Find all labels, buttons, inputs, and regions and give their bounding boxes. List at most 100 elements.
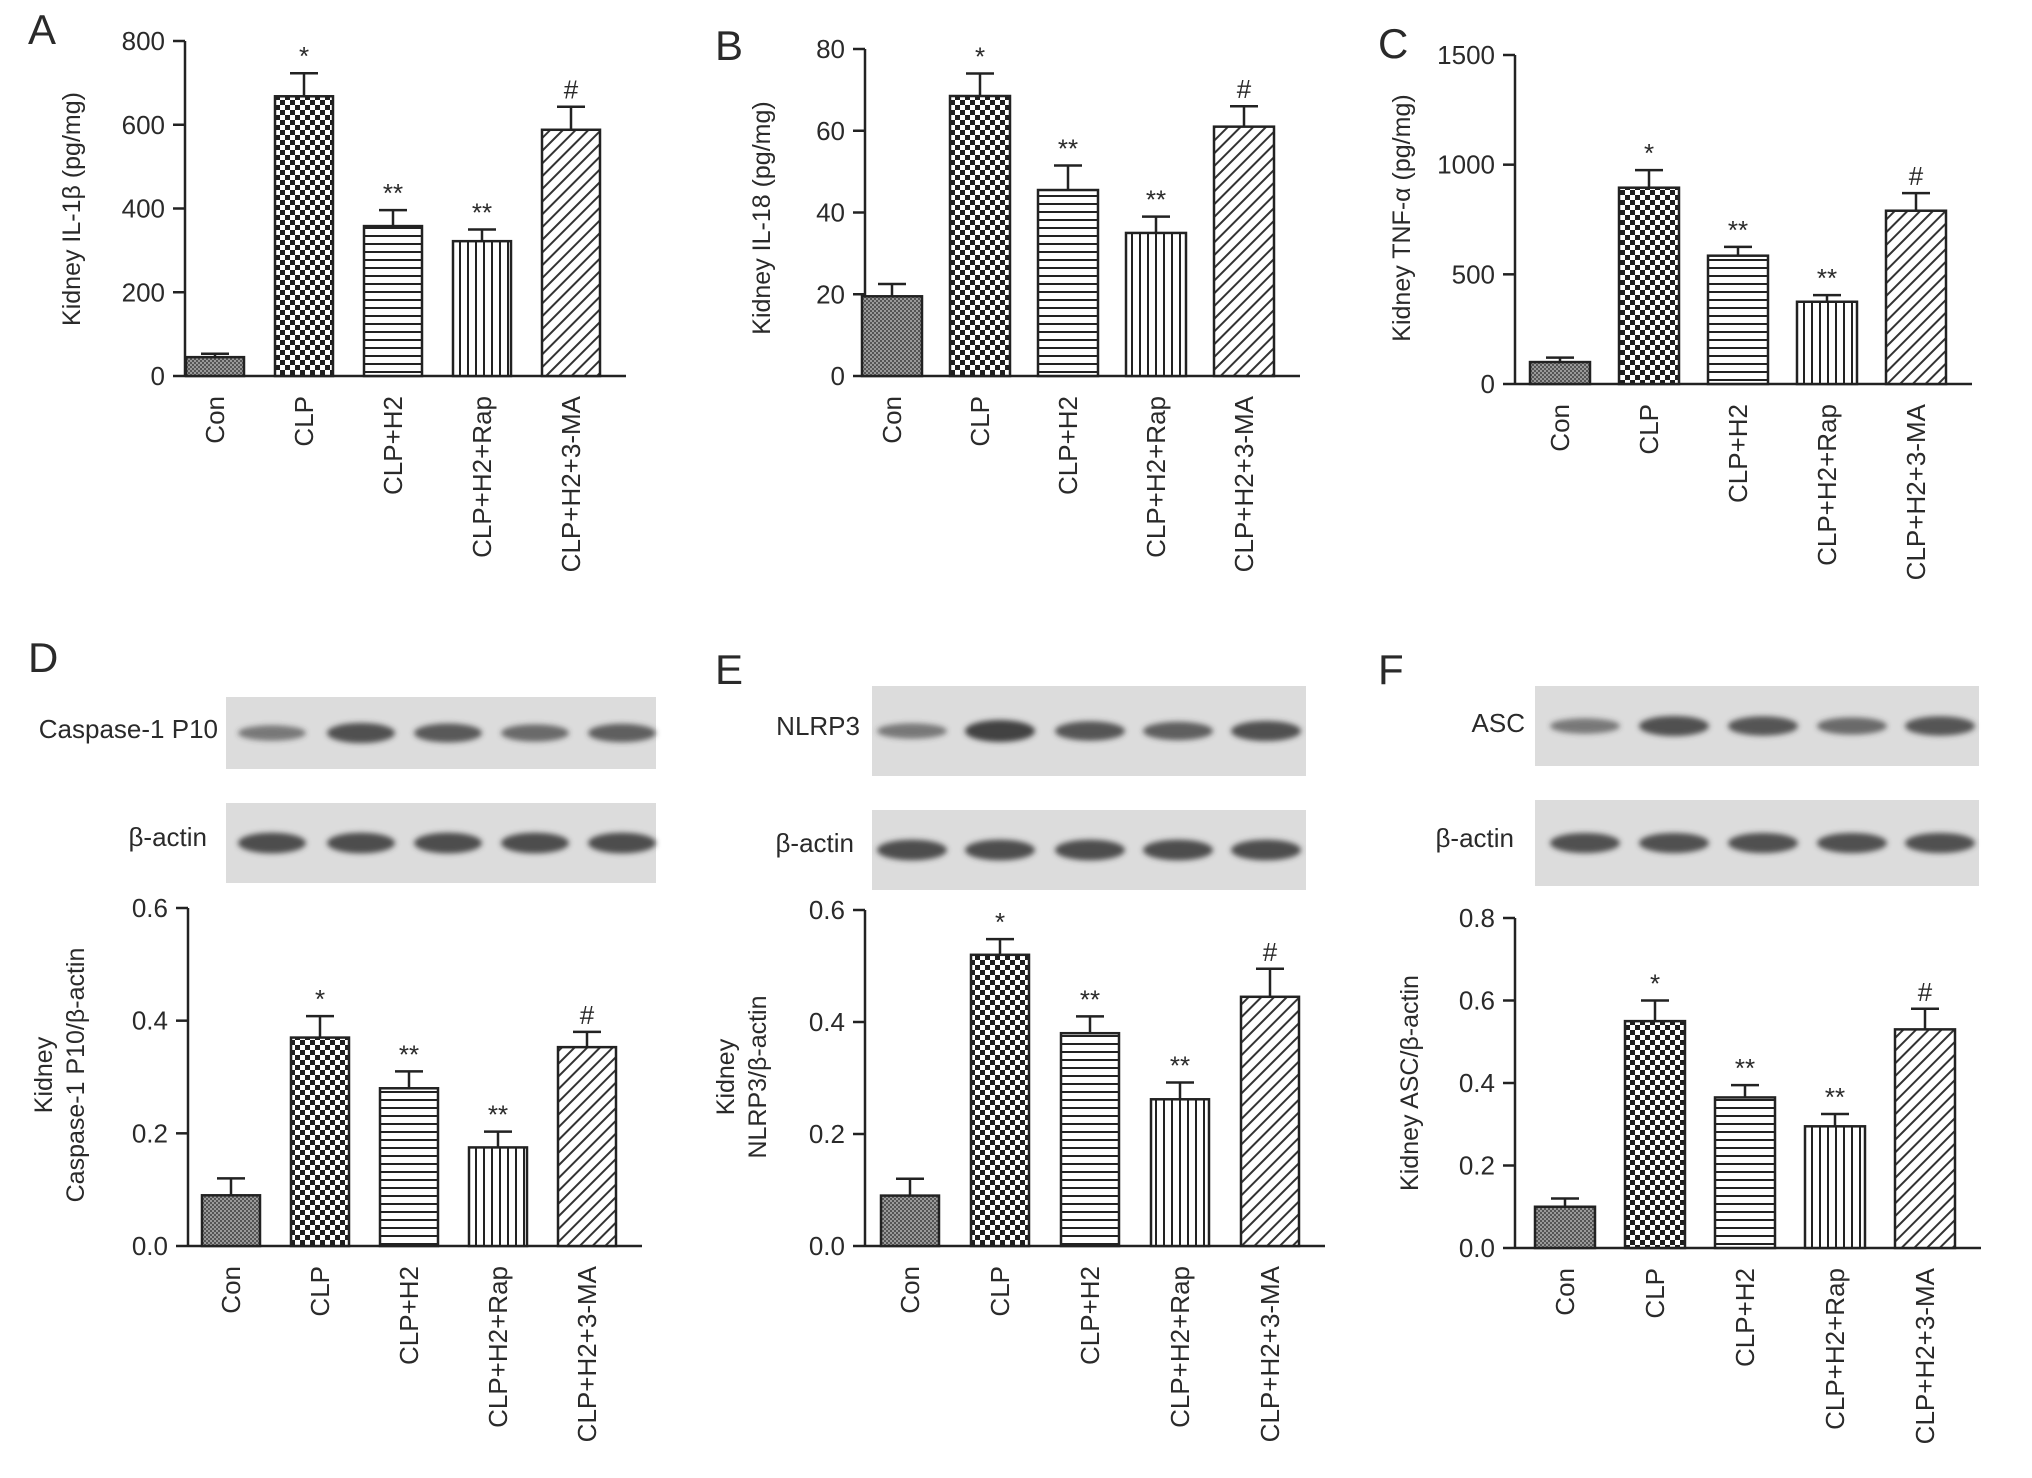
y-tick-label: 500 — [1452, 259, 1495, 289]
y-axis-label: Kidney TNF-α (pg/mg) — [1388, 94, 1416, 341]
y-tick-label: 80 — [816, 34, 845, 64]
blot-band — [1231, 720, 1301, 742]
significance-marker: ** — [1170, 1050, 1190, 1080]
x-tick-label: CLP — [289, 396, 319, 447]
bar-group: ** — [1059, 984, 1121, 1248]
significance-marker: # — [580, 1000, 595, 1030]
bar-clp — [969, 953, 1031, 1248]
y-tick-label: 0.4 — [1459, 1068, 1495, 1098]
bar-clp-h2-3-ma — [1212, 125, 1276, 378]
x-tick-label: CLP+H2 — [378, 396, 408, 495]
bar-group: ** — [1713, 1053, 1777, 1250]
x-tick-label: CLP — [1640, 1268, 1670, 1319]
blot-band — [327, 722, 395, 744]
bar-clp — [289, 1036, 351, 1248]
blot-band — [501, 832, 569, 854]
blot-band — [1143, 721, 1213, 741]
blot-row-label: NLRP3 — [776, 711, 860, 741]
western-blot-d: Caspase-1 P10 β-actin — [39, 697, 656, 883]
y-tick-label: 600 — [122, 110, 165, 140]
significance-marker: ** — [1825, 1082, 1845, 1112]
bar-clp-h2-3-ma — [556, 1045, 618, 1248]
chart-panel-f: F 0.0 0.2 0.4 0.6 0.8 Kidney ASC/β-actin Con * CL… — [1378, 646, 1981, 1444]
bar-group — [1533, 1197, 1597, 1250]
bar-group: # — [1893, 977, 1957, 1250]
bar-clp-h2 — [1706, 254, 1770, 386]
panel-letter: A — [28, 6, 56, 53]
bar-group: * — [289, 984, 351, 1248]
panel-letter: B — [715, 22, 743, 69]
blot-row-label: β-actin — [775, 828, 854, 858]
blot-band — [238, 832, 306, 854]
bar-clp-h2-3-ma — [1239, 995, 1301, 1248]
significance-marker: # — [1909, 161, 1924, 191]
y-tick-label: 400 — [122, 194, 165, 224]
blot-row-label: Caspase-1 P10 — [39, 714, 218, 744]
blot-band — [1639, 715, 1709, 737]
x-tick-label: CLP+H2+Rap — [1165, 1266, 1195, 1428]
blot-row-label: β-actin — [128, 822, 207, 852]
y-tick-label: 0.4 — [132, 1006, 168, 1036]
significance-marker: # — [564, 75, 579, 105]
x-tick-label: Con — [877, 396, 907, 444]
bar-con — [1528, 360, 1592, 386]
x-tick-label: CLP+H2+Rap — [467, 396, 497, 558]
significance-marker: ** — [1817, 263, 1837, 293]
blot-band — [1905, 716, 1975, 736]
bar-con — [860, 295, 924, 378]
y-tick-label: 0 — [1481, 369, 1495, 399]
blot-row-label: β-actin — [1435, 823, 1514, 853]
bar-group: ** — [1124, 185, 1188, 378]
panel-letter: C — [1378, 20, 1408, 67]
bar-group: ** — [1803, 1082, 1867, 1250]
significance-marker: ** — [383, 178, 403, 208]
bar-con — [879, 1194, 941, 1248]
significance-marker: * — [1644, 138, 1654, 168]
bar-group: ** — [1149, 1050, 1211, 1248]
x-tick-label: Con — [895, 1266, 925, 1314]
y-tick-label: 20 — [816, 279, 845, 309]
y-tick-label: 800 — [122, 26, 165, 56]
bar-group: ** — [378, 1039, 440, 1248]
x-tick-label: CLP+H2+Rap — [1141, 396, 1171, 558]
significance-marker: ** — [1735, 1053, 1755, 1083]
y-axis-label: NLRP3/β-actin — [744, 995, 772, 1158]
bar-clp-h2 — [1713, 1096, 1777, 1250]
bar-clp-h2 — [362, 224, 424, 378]
x-tick-label: CLP+H2 — [1723, 404, 1753, 503]
bar-clp-h2 — [378, 1087, 440, 1248]
y-tick-label: 0.0 — [809, 1231, 845, 1261]
blot-band — [1143, 839, 1213, 861]
blot-band — [877, 723, 947, 739]
significance-marker: * — [995, 907, 1005, 937]
bar-group: * — [273, 41, 335, 378]
significance-marker: # — [1918, 977, 1933, 1007]
blot-band — [1728, 832, 1798, 854]
panel-letter: E — [715, 646, 743, 693]
blot-band — [1055, 839, 1125, 861]
bar-group — [879, 1177, 941, 1248]
chart-panel-d: D 0.0 0.2 0.4 0.6 Kidney Caspase-1 P10/β-actin… — [28, 634, 642, 1442]
bar-clp-h2-rap — [467, 1146, 529, 1248]
x-tick-label: CLP — [985, 1266, 1015, 1317]
y-axis-label: Kidney — [712, 1038, 740, 1115]
x-tick-label: CLP+H2 — [1730, 1268, 1760, 1367]
blot-row: ASC — [1472, 686, 1979, 766]
chart-panel-b: B 0 20 40 60 80 Kidney IL-18 (pg/mg) Con * CLP ** C… — [715, 22, 1300, 572]
x-tick-label: CLP+H2+Rap — [1820, 1268, 1850, 1430]
x-tick-label: CLP+H2+3-MA — [1229, 395, 1259, 572]
chart-panel-e: E 0.0 0.2 0.4 0.6 Kidney NLRP3/β-actin Con * CLP *… — [712, 646, 1325, 1442]
blot-row-label: ASC — [1472, 708, 1525, 738]
y-axis-label: Kidney — [30, 1036, 58, 1113]
blot-band — [327, 832, 395, 854]
significance-marker: * — [315, 984, 325, 1014]
blot-band — [1550, 718, 1620, 734]
y-tick-label: 0.0 — [1459, 1233, 1495, 1263]
blot-row: Caspase-1 P10 — [39, 697, 656, 769]
y-tick-label: 60 — [816, 116, 845, 146]
significance-marker: # — [1263, 937, 1278, 967]
x-tick-label: CLP — [965, 396, 995, 447]
blot-band — [1231, 839, 1301, 861]
blot-row: NLRP3 — [776, 686, 1306, 776]
significance-marker: * — [1650, 969, 1660, 999]
